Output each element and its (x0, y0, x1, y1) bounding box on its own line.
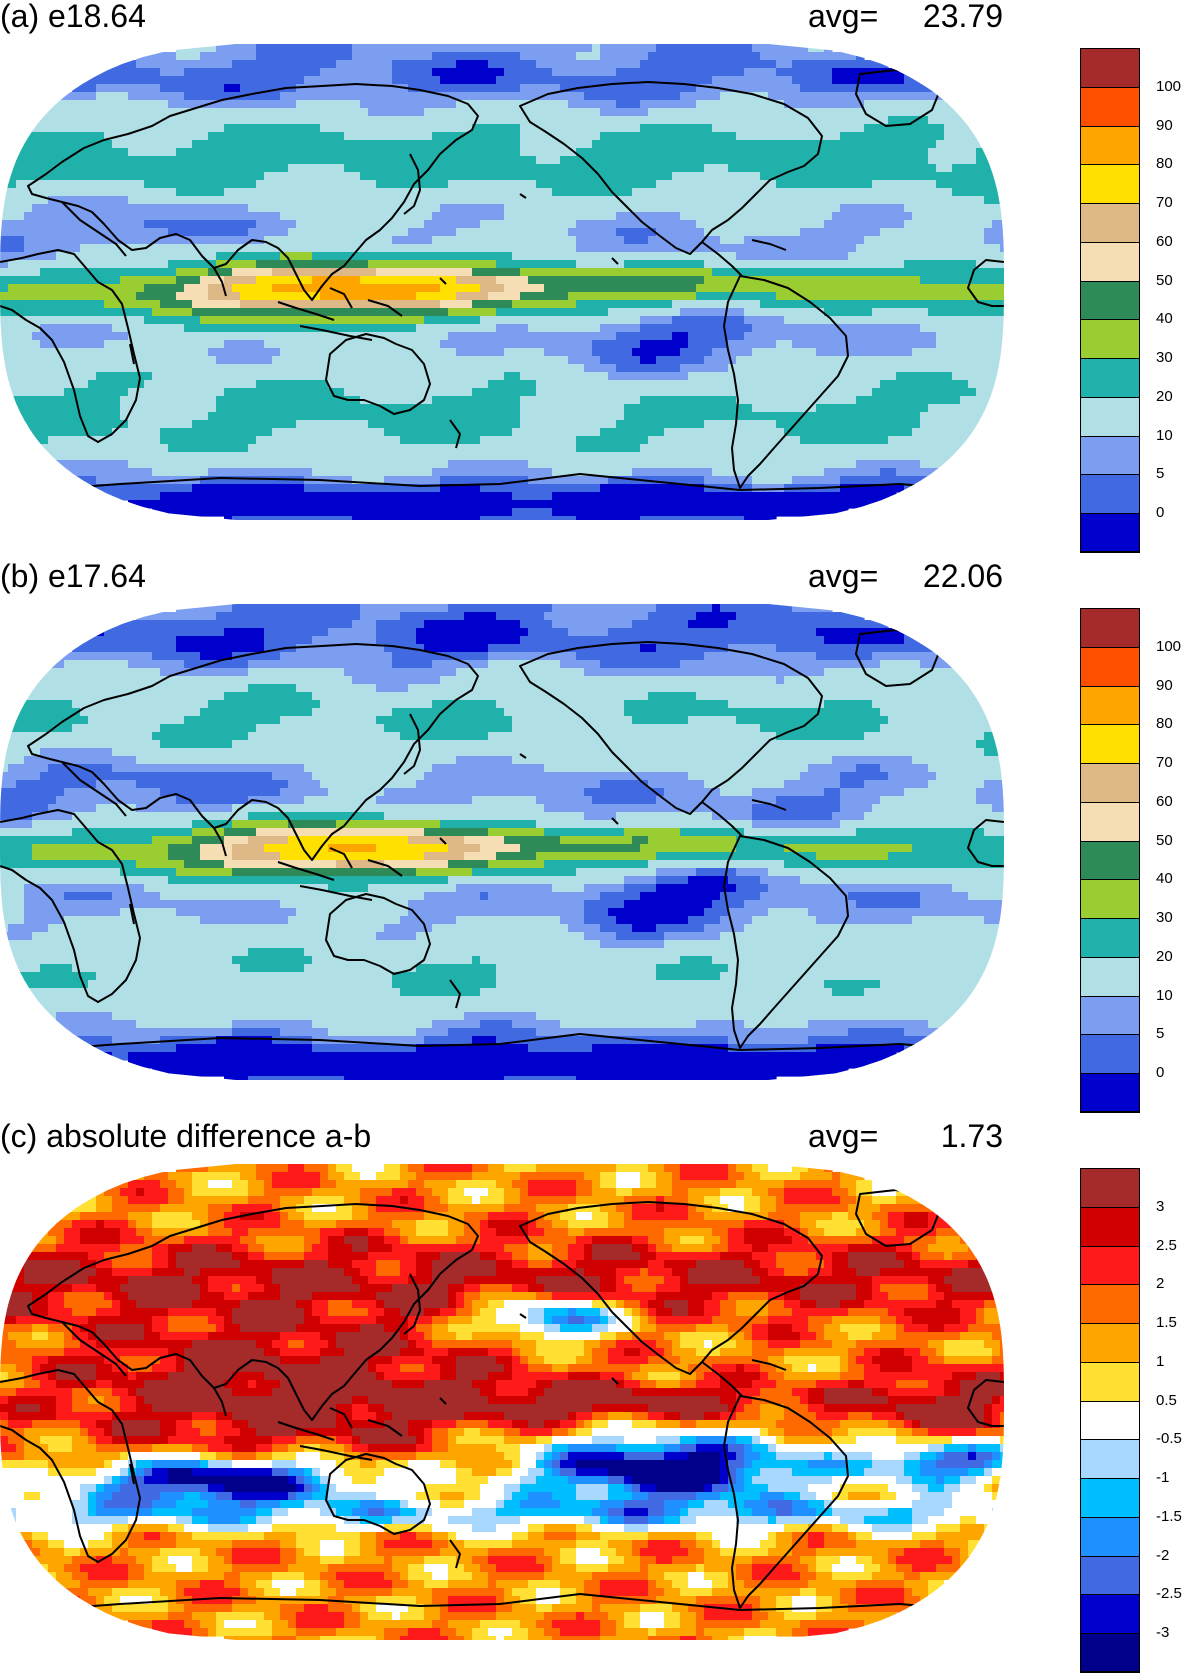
colorbar-swatch (1080, 1516, 1140, 1557)
colorbar-tick-label: 40 (1156, 871, 1173, 887)
colorbar-swatch (1080, 164, 1140, 205)
colorbar-swatch (1080, 801, 1140, 842)
colorbar-tick-label: -2 (1156, 1547, 1169, 1564)
colorbar-tick-label: 50 (1156, 832, 1173, 849)
colorbar-swatch (1080, 840, 1140, 881)
colorbar-tick-label: 5 (1156, 1026, 1164, 1042)
colorbar-tick-label: 50 (1156, 272, 1173, 289)
colorbar-tick-label: 5 (1156, 466, 1164, 482)
colorbar-tick-label: 0.5 (1156, 1392, 1177, 1409)
colorbar-swatch (1080, 1555, 1140, 1596)
colorbar-tick-label: -2.5 (1156, 1586, 1182, 1602)
colorbar-tick-label: 1.5 (1156, 1315, 1177, 1331)
colorbar-tick-label: 30 (1156, 350, 1173, 366)
colorbar-swatch (1080, 995, 1140, 1036)
colorbar-tick-label: 80 (1156, 716, 1173, 732)
colorbar-tick-label: 40 (1156, 311, 1173, 327)
colorbar-swatch (1080, 1034, 1140, 1075)
panel-c-map (0, 1164, 1004, 1640)
colorbar-tick-label: 70 (1156, 195, 1173, 211)
colorbar-tick-label: 60 (1156, 233, 1173, 250)
colorbar-swatch (1080, 319, 1140, 360)
panel-a-coastlines (0, 69, 1004, 491)
colorbar-tick-label: 10 (1156, 427, 1173, 444)
colorbar-swatch (1080, 125, 1140, 166)
panel-a-avg-value: 23.79 (905, 0, 1003, 32)
panel-c-avg-label: avg= (808, 1120, 878, 1152)
colorbar-swatch (1080, 724, 1140, 765)
panel-c-coastlines (0, 1189, 1004, 1611)
colorbar-tick-label: 2.5 (1156, 1237, 1177, 1254)
panel-c: (c) absolute difference a-b avg= 1.73 3 2… (0, 1120, 1189, 1673)
panel-a-field (0, 44, 1004, 520)
colorbar-swatch (1080, 1361, 1140, 1402)
colorbar-tick-label: 0 (1156, 1065, 1164, 1081)
panel-b-coastlines (0, 629, 1004, 1051)
colorbar-tick-label: 3 (1156, 1198, 1164, 1215)
colorbar-tick-label: -0.5 (1156, 1431, 1182, 1447)
colorbar-swatch (1080, 1633, 1140, 1673)
colorbar-tick-label: 90 (1156, 677, 1173, 694)
panel-a-avg-label: avg= (808, 0, 878, 32)
colorbar-swatch (1080, 358, 1140, 398)
panel-b-field (0, 604, 1004, 1080)
colorbar-tick-label: 2 (1156, 1276, 1164, 1292)
colorbar-tick-label: 90 (1156, 117, 1173, 134)
panel-b-avg-value: 22.06 (905, 560, 1003, 592)
colorbar-swatch (1080, 763, 1140, 803)
colorbar-tick-label: 0 (1156, 505, 1164, 521)
colorbar-swatch (1080, 435, 1140, 476)
colorbar-swatch (1080, 1245, 1140, 1286)
panel-a: (a) e18.64 avg= 23.79 100 90 80 70 60 50 40 30 2… (0, 0, 1189, 553)
colorbar-swatch (1080, 396, 1140, 437)
colorbar-swatch (1080, 646, 1140, 687)
colorbar-swatch (1080, 48, 1140, 88)
panel-a-title: (a) e18.64 (0, 0, 146, 32)
colorbar-tick-label: 100 (1156, 638, 1181, 655)
panel-c-field (0, 1164, 1004, 1640)
colorbar-swatch (1080, 1168, 1140, 1208)
panel-a-map (0, 44, 1004, 520)
colorbar-swatch (1080, 1478, 1140, 1518)
colorbar-swatch (1080, 241, 1140, 282)
panel-b-colorbar: 100 90 80 70 60 50 40 30 20 10 5 0 (1080, 608, 1181, 1113)
colorbar-swatch (1080, 1594, 1140, 1635)
colorbar-tick-label: 70 (1156, 755, 1173, 771)
panel-c-title: (c) absolute difference a-b (0, 1120, 371, 1152)
panel-b-map (0, 604, 1004, 1080)
colorbar-swatch (1080, 1284, 1140, 1325)
colorbar-tick-label: 10 (1156, 987, 1173, 1004)
colorbar-tick-label: 30 (1156, 910, 1173, 926)
panel-b-avg-label: avg= (808, 560, 878, 592)
colorbar-tick-label: 60 (1156, 793, 1173, 810)
colorbar-tick-label: 20 (1156, 388, 1173, 405)
panel-c-colorbar: 3 2.5 2 1.5 1 0.5 -0.5 -1 -1.5 -2 -2.5 -3 (1080, 1168, 1182, 1673)
colorbar-tick-label: 1 (1156, 1353, 1164, 1370)
colorbar-tick-label: -3 (1156, 1625, 1169, 1641)
colorbar-swatch (1080, 1073, 1140, 1113)
panel-c-avg-value: 1.73 (905, 1120, 1003, 1152)
colorbar-swatch (1080, 1323, 1140, 1363)
colorbar-swatch (1080, 86, 1140, 127)
colorbar-swatch (1080, 956, 1140, 997)
colorbar-swatch (1080, 280, 1140, 321)
colorbar-tick-label: -1 (1156, 1470, 1169, 1486)
colorbar-swatch (1080, 608, 1140, 648)
colorbar-tick-label: 80 (1156, 156, 1173, 172)
colorbar-swatch (1080, 474, 1140, 515)
colorbar-swatch (1080, 918, 1140, 958)
colorbar-swatch (1080, 1439, 1140, 1480)
colorbar-swatch (1080, 513, 1140, 553)
colorbar-tick-label: 20 (1156, 948, 1173, 965)
colorbar-tick-label: 100 (1156, 78, 1181, 95)
panel-b: (b) e17.64 avg= 22.06 100 90 80 70 60 50 40 30 2… (0, 560, 1189, 1113)
colorbar-swatch (1080, 1206, 1140, 1247)
colorbar-swatch (1080, 1400, 1140, 1441)
panel-a-colorbar: 100 90 80 70 60 50 40 30 20 10 5 0 (1080, 48, 1181, 553)
colorbar-swatch (1080, 879, 1140, 920)
colorbar-swatch (1080, 203, 1140, 243)
panel-b-title: (b) e17.64 (0, 560, 146, 592)
colorbar-swatch (1080, 685, 1140, 726)
colorbar-tick-label: -1.5 (1156, 1508, 1182, 1525)
